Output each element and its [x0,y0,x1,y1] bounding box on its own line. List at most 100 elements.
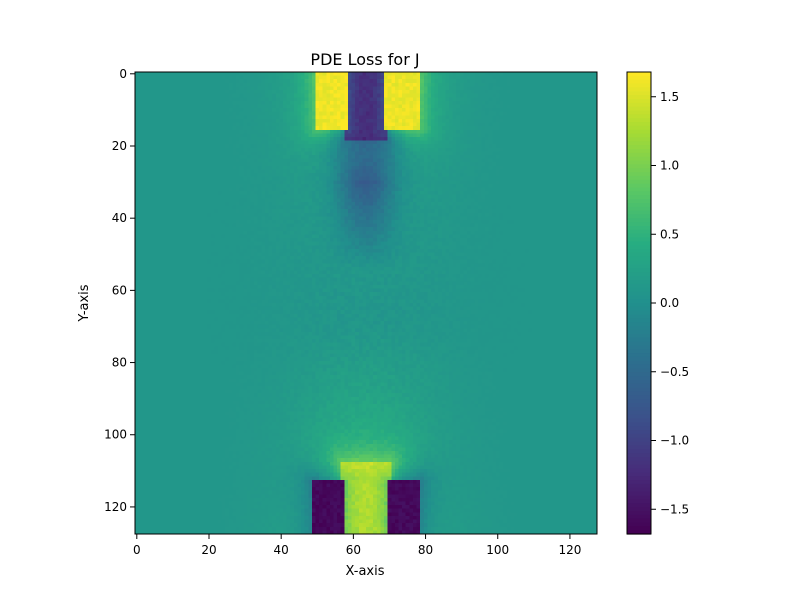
colorbar-segment [627,160,651,165]
colorbar-segment [627,295,651,300]
colorbar-segment [627,79,651,85]
colorbar-segment [627,264,651,269]
colorbar-segment [627,399,651,404]
colorbar-segment [627,410,651,416]
colorbar-segment [627,426,651,431]
colorbar-segment [627,329,651,335]
y-tick-label: 100 [104,428,127,442]
y-tick-label: 0 [119,67,127,81]
x-tick-label: 40 [274,543,289,557]
colorbar-tick-label: 0.0 [660,296,679,310]
colorbar-segment [627,183,651,189]
colorbar-segment [627,199,651,204]
colorbar-segment [627,195,651,200]
colorbar-tick-label: −1.0 [660,434,689,448]
colorbar-segment [627,237,651,242]
colorbar-segment [627,441,651,447]
colorbar-segment [627,276,651,281]
colorbar-segment [627,387,651,393]
colorbar-segment [627,98,651,104]
colorbar-segment [627,125,651,131]
colorbar-segment [627,395,651,400]
colorbar-segment [627,72,651,77]
colorbar-segment [627,299,651,304]
colorbar-segment [627,360,651,366]
colorbar-segment [627,368,651,373]
colorbar-segment [627,483,651,489]
colorbar-segment [627,333,651,339]
colorbar-segment [627,526,651,531]
colorbar-segment [627,179,651,185]
colorbar-segment [627,445,651,450]
colorbar-segment [627,279,651,285]
colorbar-segment [627,249,651,254]
y-tick-label: 60 [112,283,127,297]
colorbar-segment [627,222,651,227]
colorbar-segment [627,437,651,443]
colorbar-segment [627,522,651,527]
colorbar-segment [627,353,651,358]
colorbar-segment [627,210,651,216]
x-tick-label: 100 [486,543,509,557]
colorbar-segment [627,106,651,112]
colorbar-segment [627,114,651,119]
colorbar-segment [627,252,651,258]
y-tick-label: 120 [104,500,127,514]
y-axis-ticks: 0 20 40 60 80 100 120 [104,67,135,514]
x-axis-label: X-axis [346,564,385,579]
colorbar-segment [627,233,651,239]
x-tick-label: 20 [201,543,216,557]
colorbar-segment [627,83,651,88]
colorbar-ticks: −1.5 −1.0 −0.5 0.0 0.5 1.0 1.5 [651,90,689,516]
colorbar-segment [627,430,651,435]
colorbar-segment [627,133,651,139]
heatmap-plot [135,72,597,534]
colorbar-segment [627,376,651,381]
x-tick-label: 0 [133,543,141,557]
colorbar-segment [627,503,651,508]
colorbar-segment [627,510,651,516]
colorbar-segment [627,191,651,196]
colorbar-segment [627,187,651,192]
colorbar-segment [627,433,651,439]
colorbar-segment [627,491,651,497]
colorbar-segment [627,326,651,331]
colorbar-segment [627,91,651,96]
colorbar-segment [627,141,651,146]
colorbar-segment [627,291,651,296]
colorbar-segment [627,272,651,277]
y-tick-label: 80 [112,356,127,370]
colorbar-segment [627,457,651,462]
colorbar-segment [627,75,651,81]
colorbar-tick-label: 0.5 [660,227,679,241]
colorbar-segment [627,268,651,273]
colorbar-segment [627,372,651,377]
colorbar-segment [627,318,651,323]
colorbar-segment [627,110,651,115]
colorbar-segment [627,172,651,177]
colorbar-segment [627,507,651,512]
y-tick-label: 40 [112,211,127,225]
colorbar-segment [627,245,651,250]
colorbar-segment [627,322,651,327]
colorbar-segment [627,356,651,362]
colorbar-segment [627,487,651,493]
colorbar-segment [627,449,651,454]
heatmap-cells [135,72,597,534]
colorbar-segment [627,303,651,308]
colorbar-segment [627,202,651,208]
colorbar-segment [627,168,651,173]
colorbar-segment [627,530,651,535]
colorbar-segment [627,306,651,312]
colorbar-segment [627,383,651,389]
colorbar-segment [627,287,651,293]
x-axis-ticks: 0 20 40 60 80 100 120 [133,534,581,557]
colorbar-segment [627,118,651,123]
x-tick-label: 80 [418,543,433,557]
colorbar-segment [627,229,651,235]
colorbar-segment [627,226,651,231]
colorbar-segment [627,337,651,343]
colorbar-segment [627,241,651,246]
colorbar-segment [627,476,651,481]
